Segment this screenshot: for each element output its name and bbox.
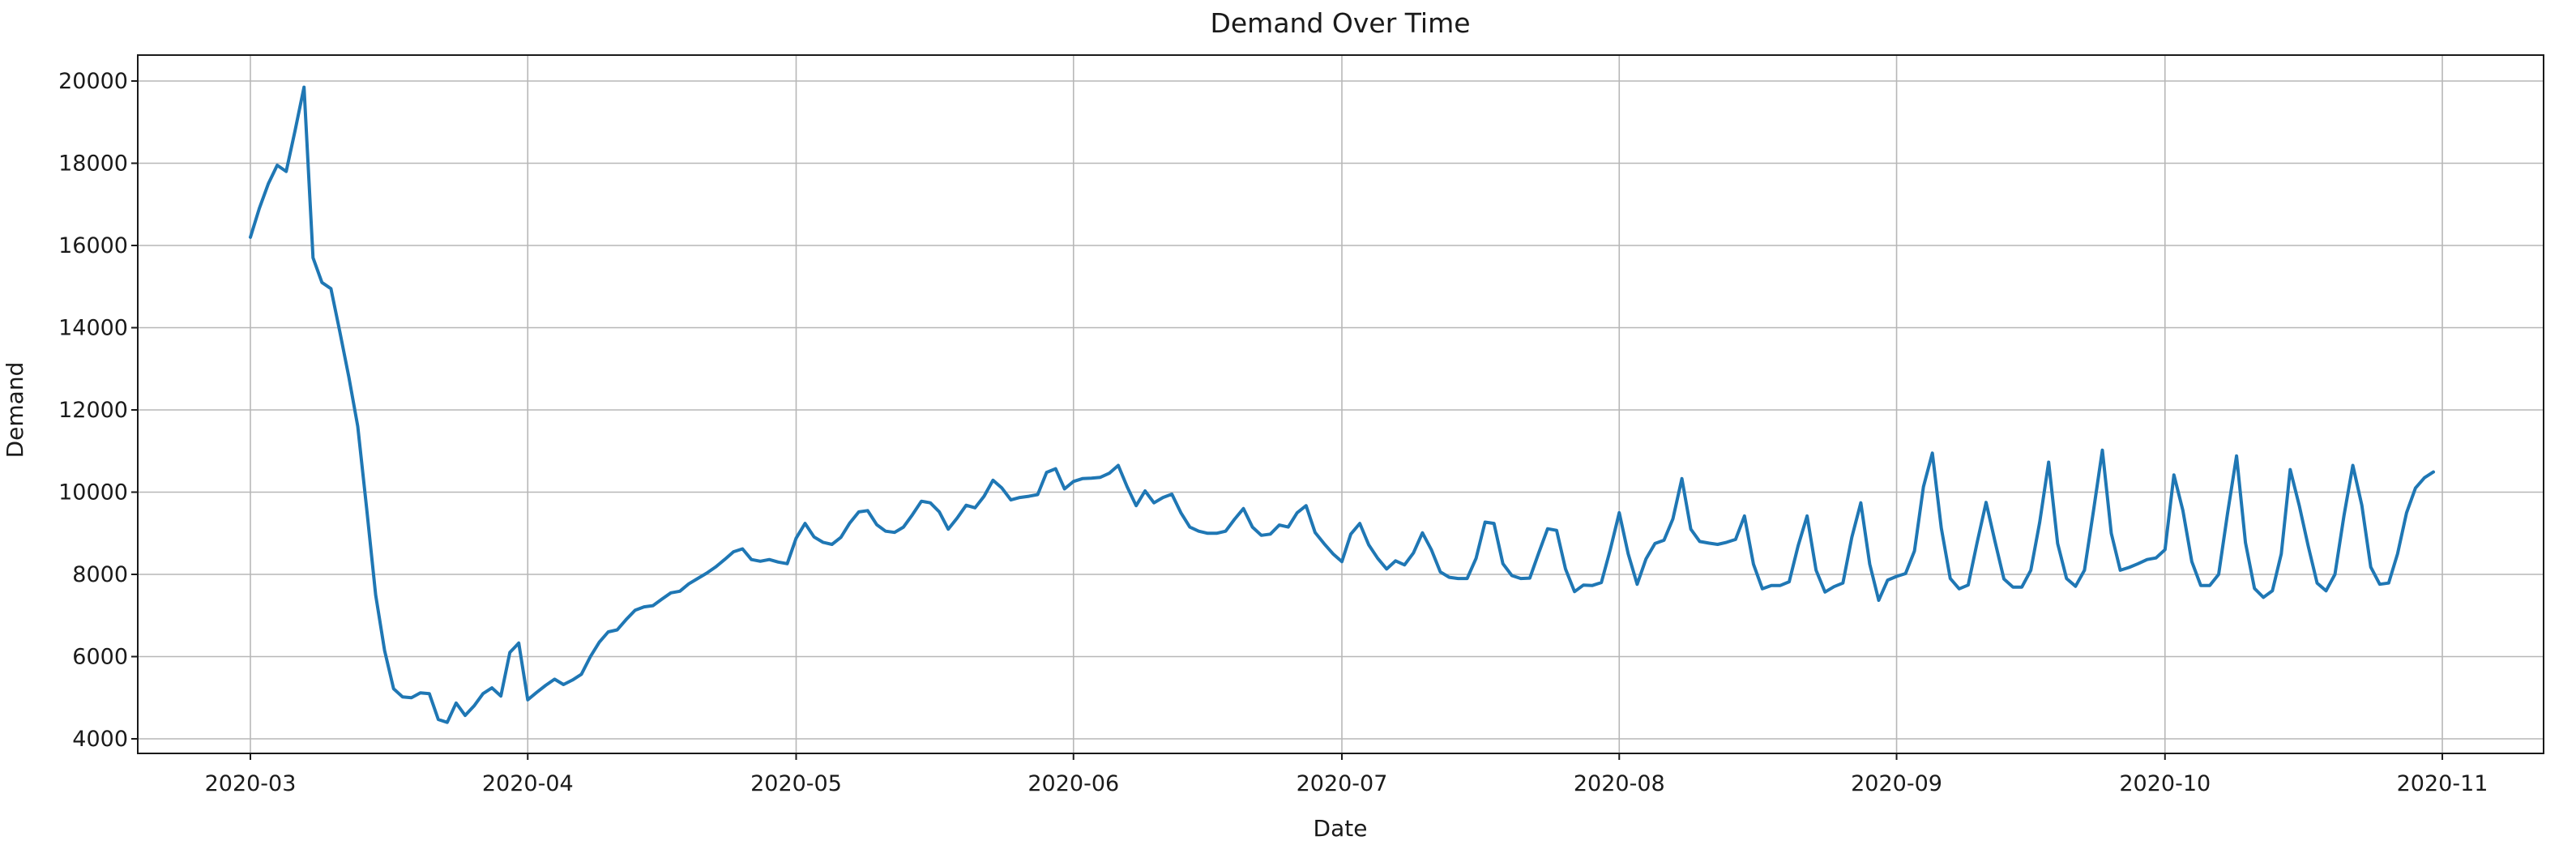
y-tick-label: 18000 bbox=[58, 151, 128, 177]
y-tick-label: 14000 bbox=[58, 316, 128, 341]
x-tick-label: 2020-03 bbox=[205, 771, 297, 796]
y-tick-label: 4000 bbox=[72, 727, 128, 752]
x-tick-label: 2020-05 bbox=[750, 771, 842, 796]
plot-border bbox=[137, 54, 2544, 754]
x-tick-label: 2020-11 bbox=[2397, 771, 2488, 796]
x-tick-label: 2020-08 bbox=[1574, 771, 1665, 796]
gridlines bbox=[138, 55, 2544, 753]
y-tick-label: 8000 bbox=[72, 562, 128, 587]
x-tick-labels: 2020-03 2020-04 2020-05 2020-06 2020-07 2020-… bbox=[205, 771, 2488, 796]
x-tick-label: 2020-09 bbox=[1851, 771, 1942, 796]
y-tick-label: 10000 bbox=[58, 480, 128, 506]
tick-marks bbox=[131, 80, 2444, 760]
chart-title: Demand Over Time bbox=[1210, 7, 1470, 39]
x-tick-label: 2020-04 bbox=[482, 771, 574, 796]
axes-spines bbox=[137, 54, 2544, 754]
x-tick-label: 2020-10 bbox=[2119, 771, 2211, 796]
y-tick-label: 12000 bbox=[58, 398, 128, 423]
y-axis-label: Demand bbox=[2, 362, 28, 459]
demand-line bbox=[249, 85, 2435, 724]
y-tick-labels: 4000 6000 8000 10000 12000 14000 16000 18000 200… bbox=[58, 69, 128, 752]
x-tick-label: 2020-07 bbox=[1297, 771, 1388, 796]
x-axis-label: Date bbox=[1314, 815, 1368, 842]
y-tick-label: 16000 bbox=[58, 233, 128, 258]
y-tick-label: 20000 bbox=[58, 69, 128, 94]
x-tick-label: 2020-06 bbox=[1027, 771, 1119, 796]
y-tick-label: 6000 bbox=[72, 645, 128, 670]
demand-series bbox=[249, 85, 2435, 724]
